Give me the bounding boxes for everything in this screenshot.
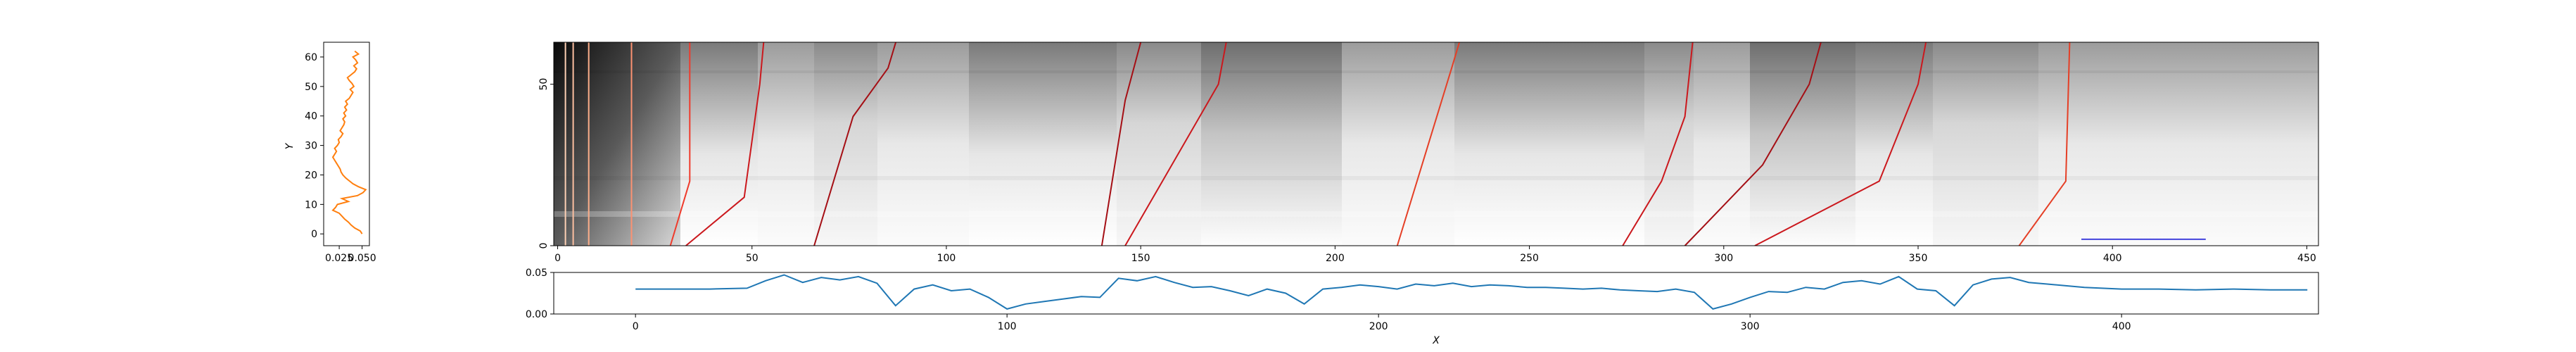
left-xtick-label: 0.050	[348, 253, 376, 264]
heatmap-path-line	[1124, 42, 1227, 246]
left-ytick-label: 40	[305, 111, 317, 122]
left-plot-frame	[323, 42, 370, 246]
left-ylabel: Y	[284, 142, 296, 149]
left-ytick-label: 10	[305, 199, 317, 210]
heatmap-path-line	[813, 42, 897, 246]
bottom-xtick-label: 200	[1369, 321, 1388, 332]
left-ytick-label: 0	[311, 229, 317, 240]
bottom-ytick-label: 0.00	[526, 309, 547, 320]
heatmap-xtick-label: 300	[1714, 253, 1733, 264]
bottom-xlabel: X	[1432, 335, 1440, 346]
heatmap-frame	[553, 42, 2319, 246]
bottom-profile-panel: 0 100 200 300 400 0.00 0.05 X	[526, 268, 2319, 346]
left-ytick-label: 20	[305, 170, 317, 181]
left-xtick-label: 0.025	[325, 253, 353, 264]
heatmap-xtick-label: 250	[1520, 253, 1539, 264]
bottom-profile-line	[635, 274, 2308, 310]
heatmap-xtick-label: 50	[746, 253, 759, 264]
bottom-xtick-label: 300	[1741, 321, 1760, 332]
heatmap-xtick-label: 100	[937, 253, 956, 264]
bottom-axis-ticks: 0 100 200 300 400 0.00 0.05	[526, 268, 2131, 332]
heatmap-path-line	[1754, 42, 1927, 246]
heatmap-xtick-label: 0	[554, 253, 561, 264]
bottom-xtick-label: 0	[633, 321, 639, 332]
heatmap-paths	[564, 42, 2071, 246]
heatmap-path-line	[1396, 42, 1461, 246]
heatmap-xtick-label: 450	[2297, 253, 2316, 264]
heatmap-xtick-label: 150	[1131, 253, 1150, 264]
heatmap-path-line	[2018, 42, 2071, 246]
bottom-xtick-label: 400	[2112, 321, 2131, 332]
heatmap-path-line	[1684, 42, 1822, 246]
left-ytick-label: 30	[305, 141, 317, 152]
heatmap-xtick-label: 400	[2103, 253, 2122, 264]
heatmap-image	[554, 42, 2318, 246]
bottom-plot-frame	[553, 272, 2319, 315]
heatmap-path-line	[1622, 42, 1694, 246]
left-ytick-label: 60	[305, 52, 317, 63]
heatmap-xtick-label: 200	[1326, 253, 1345, 264]
heatmap-path-line	[685, 42, 765, 246]
heatmap-ytick-label: 50	[538, 78, 550, 91]
bottom-xtick-label: 100	[998, 321, 1017, 332]
heatmap-axis-ticks: 0 50 100 150 200 250 300 350 400 450 0 50	[538, 78, 2316, 264]
left-profile-line	[331, 50, 367, 234]
bottom-ytick-label: 0.05	[526, 268, 547, 279]
heatmap-ytick-label: 0	[538, 243, 550, 249]
heatmap-panel: 0 50 100 150 200 250 300 350 400 450 0 50	[538, 42, 2319, 264]
left-ytick-label: 50	[305, 82, 317, 93]
heatmap-xtick-label: 350	[1909, 253, 1928, 264]
heatmap-path-line	[1100, 42, 1142, 246]
heatmap-path-line	[669, 42, 691, 246]
